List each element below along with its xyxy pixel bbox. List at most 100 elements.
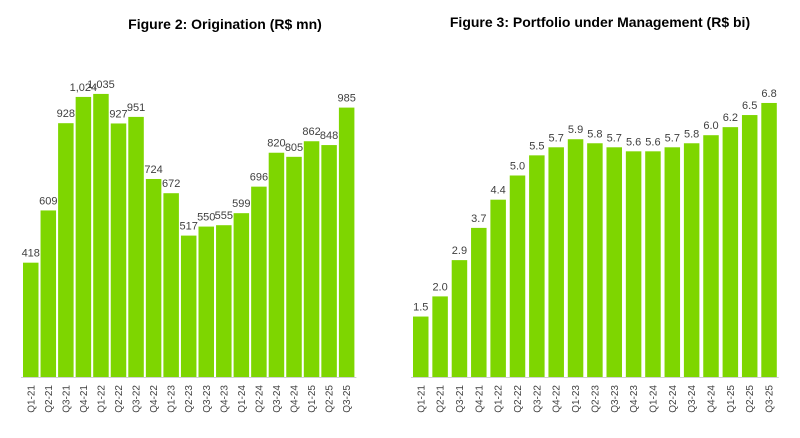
portfolio-value-label: 5.6 [645,136,660,148]
portfolio-value-label: 5.8 [587,128,602,140]
origination-tick-label: Q3-23 [202,385,213,413]
portfolio-tick-label: Q4-23 [629,385,640,413]
origination-tick-label: Q2-21 [44,385,55,413]
origination-value-label: 672 [162,178,180,190]
origination-bar-q2-23 [180,235,197,377]
origination-bar-q2-22 [110,123,127,377]
origination-tick-label: Q2-25 [325,385,336,413]
portfolio-bar-q3-25 [761,102,777,378]
portfolio-value-label: 5.5 [529,140,544,152]
origination-tick-label: Q4-21 [79,385,90,413]
portfolio-bar-q1-22 [490,199,506,377]
portfolio-bar-q3-24 [683,143,700,377]
origination-bar-q3-21 [58,123,74,377]
portfolio-tick-label: Q1-22 [494,385,505,413]
origination-bar-q4-21 [75,96,92,377]
origination-value-label: 820 [267,138,285,150]
origination-tick-label: Q4-23 [219,385,230,413]
portfolio-bar-q4-23 [625,151,642,377]
origination-tick-label: Q1-24 [237,385,248,413]
origination-value-label: 696 [250,172,268,184]
origination-tick-label: Q1-25 [307,385,318,413]
origination-bar-q3-23 [198,226,214,377]
origination-tick-label: Q3-25 [342,385,353,413]
portfolio-tick-label: Q4-22 [552,385,563,413]
origination-value-label: 550 [197,212,215,224]
portfolio-chart-title: Figure 3: Portfolio under Management (R$… [449,14,751,30]
portfolio-value-label: 3.7 [471,213,486,225]
origination-tick-label: Q1-22 [96,385,107,413]
origination-tick-label: Q4-24 [290,385,301,413]
origination-bar-q2-25 [321,145,337,377]
portfolio-value-label: 5.6 [626,136,641,148]
portfolio-bar-q2-25 [741,115,758,378]
origination-tick-label: Q2-24 [254,385,265,413]
origination-value-label: 927 [109,108,127,120]
portfolio-bar-q2-23 [587,143,603,377]
portfolio-tick-label: Q3-23 [610,385,621,413]
origination-value-label: 609 [39,195,57,207]
portfolio-tick-label: Q2-22 [513,385,524,413]
portfolio-bar-q4-24 [703,135,719,377]
portfolio-tick-label: Q3-25 [765,385,776,413]
portfolio-bar-q3-21 [451,260,468,377]
origination-tick-label: Q3-21 [61,385,72,413]
origination-bar-q1-24 [233,213,250,377]
origination-value-label: 848 [320,130,338,142]
origination-bar-q4-24 [286,156,302,377]
origination-value-label: 862 [302,126,320,138]
portfolio-value-label: 5.0 [510,161,525,173]
portfolio-tick-label: Q2-23 [590,385,601,413]
portfolio-bar-q2-21 [432,296,448,377]
portfolio-bar-q3-23 [606,147,622,377]
portfolio-value-label: 5.7 [607,132,622,144]
portfolio-value-label: 2.9 [452,245,467,257]
origination-tick-label: Q2-22 [114,385,125,413]
origination-tick-label: Q4-22 [149,385,160,413]
origination-bar-q3-25 [338,107,355,377]
portfolio-bar-q3-22 [529,155,545,377]
origination-bar-q2-21 [40,210,57,377]
portfolio-value-label: 6.0 [703,120,718,132]
portfolio-tick-label: Q2-21 [436,385,447,413]
portfolio-tick-label: Q2-24 [668,385,679,413]
origination-value-label: 599 [232,198,250,210]
origination-bar-q1-21 [23,262,39,377]
origination-value-label: 1,035 [87,79,115,91]
origination-bar-q4-22 [145,178,162,377]
portfolio-bar-q2-22 [509,175,526,377]
portfolio-value-label: 5.7 [665,132,680,144]
origination-value-label: 951 [127,102,145,114]
portfolio-tick-label: Q4-21 [474,385,485,413]
portfolio-bar-q4-21 [471,227,487,377]
portfolio-bar-q1-24 [645,151,661,377]
origination-bar-q1-25 [303,141,320,377]
portfolio-tick-label: Q1-21 [416,385,427,413]
portfolio-value-label: 2.0 [432,281,447,293]
portfolio-value-label: 6.2 [723,112,738,124]
portfolio-value-label: 1.5 [413,302,428,314]
portfolio-tick-label: Q4-24 [707,385,718,413]
origination-tick-label: Q3-22 [132,385,143,413]
origination-bar-q3-24 [268,152,285,377]
origination-tick-label: Q2-23 [184,385,195,413]
portfolio-value-label: 5.7 [549,132,564,144]
portfolio-tick-label: Q3-21 [455,385,466,413]
portfolio-value-label: 6.5 [742,100,757,112]
origination-value-label: 555 [215,210,233,222]
origination-value-label: 1,024 [70,82,98,94]
origination-tick-label: Q1-23 [167,385,178,413]
origination-bar-q4-23 [216,225,232,377]
origination-bar-q1-23 [163,193,179,377]
portfolio-tick-label: Q3-22 [532,385,543,413]
portfolio-bar-q1-21 [413,316,429,377]
portfolio-bar-q4-22 [548,147,564,377]
portfolio-bar-q1-25 [722,127,739,377]
origination-value-label: 928 [57,108,75,120]
origination-bar-q2-24 [251,186,267,377]
portfolio-tick-label: Q3-24 [687,385,698,413]
portfolio-bar-q2-24 [664,147,681,377]
origination-tick-label: Q1-21 [26,385,37,413]
